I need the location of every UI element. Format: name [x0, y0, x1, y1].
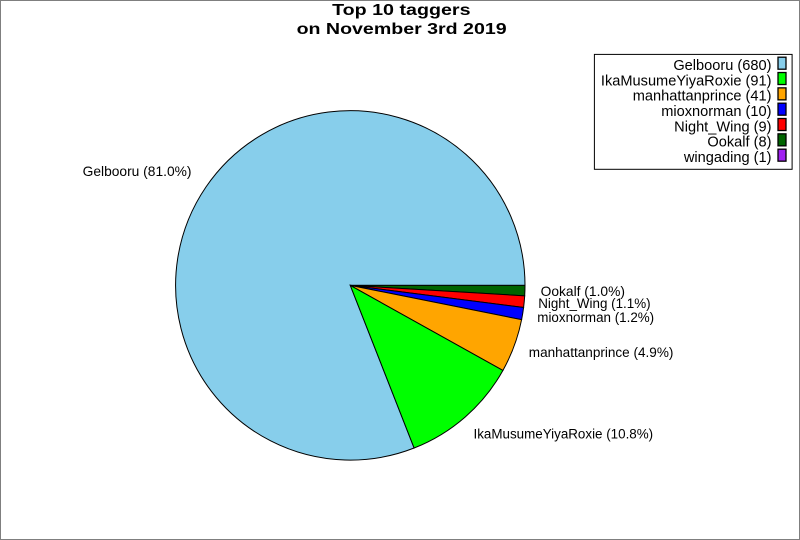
svg-text:Night_Wing (9): Night_Wing (9) — [674, 119, 771, 135]
svg-text:Ookalf (1.0%): Ookalf (1.0%) — [541, 284, 625, 299]
svg-text:on November 3rd 2019: on November 3rd 2019 — [297, 20, 507, 38]
svg-text:Gelbooru (81.0%): Gelbooru (81.0%) — [83, 164, 192, 179]
svg-text:Top 10 taggers: Top 10 taggers — [332, 1, 470, 19]
svg-text:wingading (1): wingading (1) — [683, 150, 772, 166]
svg-text:IkaMusumeYiyaRoxie (91): IkaMusumeYiyaRoxie (91) — [601, 73, 772, 89]
svg-text:IkaMusumeYiyaRoxie (10.8%): IkaMusumeYiyaRoxie (10.8%) — [474, 427, 654, 442]
svg-text:Gelbooru (680): Gelbooru (680) — [673, 58, 771, 74]
svg-text:manhattanprince (41): manhattanprince (41) — [633, 89, 772, 105]
svg-text:Night_Wing (1.1%): Night_Wing (1.1%) — [538, 296, 650, 311]
svg-text:manhattanprince (4.9%): manhattanprince (4.9%) — [529, 345, 674, 360]
svg-text:Ookalf (8): Ookalf (8) — [707, 135, 771, 151]
svg-text:mioxnorman (10): mioxnorman (10) — [661, 104, 771, 120]
svg-text:mioxnorman (1.2%): mioxnorman (1.2%) — [537, 310, 654, 325]
